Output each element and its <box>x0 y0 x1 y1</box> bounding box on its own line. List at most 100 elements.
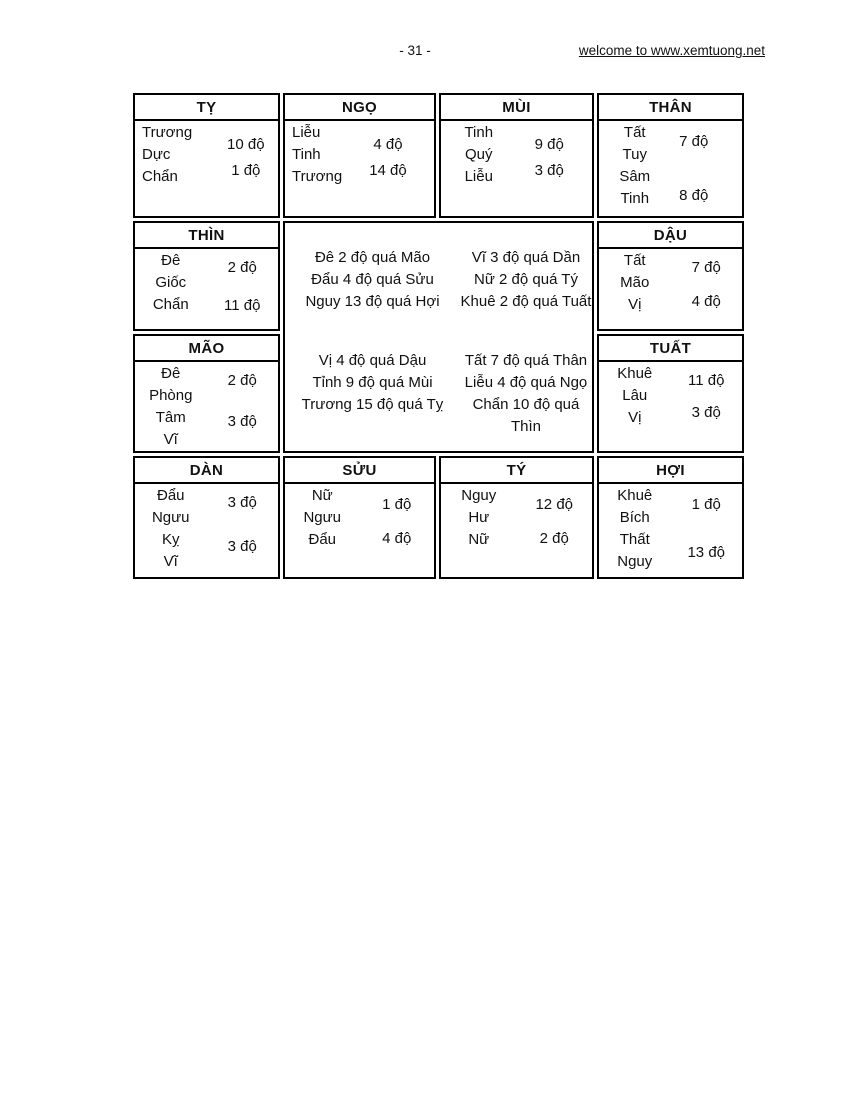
star-name: Khuê <box>617 487 653 504</box>
star-name: Đẩu <box>308 531 337 548</box>
degree-values: 7 độ 8 độ <box>671 121 743 210</box>
degree-values: 2 độ 11 độ <box>207 249 279 316</box>
degree-value: 13 độ <box>687 544 726 561</box>
cell-ty: TỴ Trương Dực Chẩn 10 độ 1 độ <box>133 93 280 218</box>
star-name: Vị <box>628 296 642 313</box>
star-name: Nữ <box>468 531 490 548</box>
star-name: Tinh <box>292 146 321 163</box>
center-notes-left: Vị 4 độ quá Dậu Tỉnh 9 độ quá Mùi Trương… <box>285 350 460 438</box>
star-names: Đê Giốc Chẩn <box>135 249 207 316</box>
star-name: Vị <box>628 409 642 426</box>
degree-value: 11 độ <box>224 297 261 314</box>
branch-header-mao: MÃO <box>135 336 278 362</box>
star-name: Thất <box>619 531 650 548</box>
page-number: - 31 - <box>399 43 431 58</box>
cell-suu: SỬU Nữ Ngưu Đẩu 1 độ 4 độ <box>283 456 436 579</box>
site-link[interactable]: welcome to www.xemtuong.net <box>578 43 765 58</box>
cell-than: THÂN Tất Tuy Sâm Tinh 7 độ 8 độ <box>597 93 744 218</box>
star-name: Liễu <box>464 168 493 185</box>
star-name: Liễu <box>292 124 321 141</box>
branch-header-suu: SỬU <box>285 458 434 484</box>
star-name: Chẩn <box>152 296 189 313</box>
center-note-line: Trương 15 độ quá Tỵ <box>301 396 444 413</box>
star-name: Trương <box>292 168 343 185</box>
degree-value: 9 độ <box>534 136 564 153</box>
star-names: Khuê Bích Thất Nguy <box>599 484 671 573</box>
star-names: Đẩu Ngưu Kỵ Vĩ <box>135 484 207 573</box>
star-name: Mão <box>620 274 650 291</box>
star-name: Nữ <box>311 487 333 504</box>
degree-values: 12 độ 2 độ <box>517 484 593 551</box>
branch-header-dan: DÀN <box>135 458 278 484</box>
degree-value: 1 độ <box>691 496 721 513</box>
degree-values: 1 độ 4 độ <box>360 484 435 551</box>
degree-values: 7 độ 4 độ <box>671 249 743 316</box>
cell-dau: DẬU Tất Mão Vị 7 độ 4 độ <box>597 221 744 331</box>
star-name: Nguy <box>461 487 497 504</box>
star-name: Ngưu <box>151 509 190 526</box>
star-name: Hư <box>468 509 490 526</box>
star-name: Tất <box>623 124 646 141</box>
degree-values: 1 độ 13 độ <box>671 484 743 573</box>
star-names: Liễu Tinh Trương <box>285 121 367 188</box>
star-name: Tinh <box>620 190 650 207</box>
branch-header-tuat: TUẤT <box>599 336 742 362</box>
center-note-line: Vĩ 3 độ quá Dần <box>471 249 581 266</box>
branch-header-thin: THÌN <box>135 223 278 249</box>
degree-value: 11 độ <box>688 372 725 389</box>
star-name: Tâm <box>155 409 186 426</box>
star-name: Bích <box>619 509 650 526</box>
degree-value: 1 độ <box>382 496 412 513</box>
center-note-line: Nữ 2 độ quá Tý <box>473 271 578 288</box>
center-notes-left: Đê 2 độ quá Mão Đẩu 4 độ quá Sửu Nguy 13… <box>285 247 460 313</box>
branch-header-hoi: HỢI <box>599 458 742 484</box>
star-name: Trương <box>142 124 193 141</box>
star-names: Nguy Hư Nữ <box>441 484 517 551</box>
degree-values: 3 độ 3 độ <box>207 484 279 573</box>
star-names: Nữ Ngưu Đẩu <box>285 484 360 551</box>
center-note-line: Đẩu 4 độ quá Sửu <box>311 271 434 288</box>
cell-tuat: TUẤT Khuê Lâu Vị 11 độ 3 độ <box>597 334 744 453</box>
star-name: Đẩu <box>156 487 185 504</box>
degree-values: 11 độ 3 độ <box>671 362 743 429</box>
cell-ngo: NGỌ Liễu Tinh Trương 4 độ 14 độ <box>283 93 436 218</box>
star-name: Lâu <box>622 387 648 404</box>
star-name: Tuy <box>622 146 647 163</box>
degree-value: 4 độ <box>691 293 721 310</box>
center-note-line: Tất 7 độ quá Thân <box>464 352 588 369</box>
degree-value: 3 độ <box>534 162 564 179</box>
center-note-line: Liễu 4 độ quá Ngọ <box>464 374 588 391</box>
branch-header-ti: TÝ <box>441 458 592 484</box>
center-note-line: Chẩn 10 độ quá Thìn <box>472 396 580 435</box>
cell-ti: TÝ Nguy Hư Nữ 12 độ 2 độ <box>439 456 594 579</box>
star-name: Tinh <box>464 124 494 141</box>
star-name: Sâm <box>619 168 651 185</box>
branch-header-mui: MÙI <box>441 95 592 121</box>
cell-hoi: HỢI Khuê Bích Thất Nguy 1 độ 13 độ <box>597 456 744 579</box>
center-note-line: Khuê 2 độ quá Tuất <box>460 293 592 310</box>
degree-value: 2 độ <box>539 530 569 547</box>
degree-value: 3 độ <box>227 413 257 430</box>
degree-value: 12 độ <box>535 496 574 513</box>
branch-header-dau: DẬU <box>599 223 742 249</box>
degree-value: 1 độ <box>231 162 261 179</box>
degree-value: 4 độ <box>373 136 403 153</box>
star-name: Vĩ <box>163 553 178 570</box>
center-notes-right: Tất 7 độ quá Thân Liễu 4 độ quá Ngọ Chẩn… <box>460 350 592 438</box>
degree-value: 7 độ <box>691 259 721 276</box>
cell-thin: THÌN Đê Giốc Chẩn 2 độ 11 độ <box>133 221 280 331</box>
center-note-line: Đê 2 độ quá Mão <box>314 249 431 266</box>
degree-value: 3 độ <box>227 538 257 555</box>
degree-value: 8 độ <box>679 187 709 204</box>
degree-value: 3 độ <box>227 494 257 511</box>
degree-value: 7 độ <box>679 133 709 150</box>
center-note-line: Tỉnh 9 độ quá Mùi <box>312 374 433 391</box>
star-name: Tất <box>623 252 646 269</box>
star-names: Tất Mão Vị <box>599 249 671 316</box>
degree-value: 2 độ <box>227 259 257 276</box>
star-name: Chẩn <box>142 168 178 185</box>
star-name: Phòng <box>149 387 193 404</box>
center-notes-cell: Đê 2 độ quá Mão Đẩu 4 độ quá Sửu Nguy 13… <box>283 221 594 453</box>
cell-dan: DÀN Đẩu Ngưu Kỵ Vĩ 3 độ 3 độ <box>133 456 280 579</box>
star-name: Kỵ <box>161 531 180 548</box>
